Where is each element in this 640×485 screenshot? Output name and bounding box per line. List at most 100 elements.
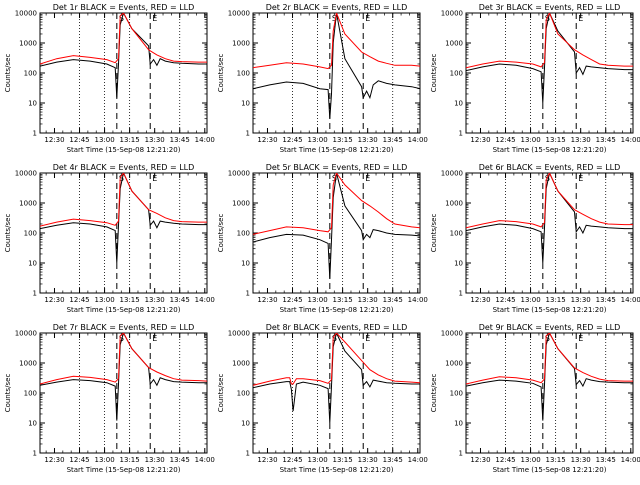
- x-tick-label: 13:00: [307, 136, 327, 144]
- y-tick-label: 10: [28, 260, 37, 268]
- x-tick-label: 12:30: [470, 136, 490, 144]
- x-tick-label: 13:00: [520, 136, 540, 144]
- x-tick-label: 12:45: [69, 456, 89, 464]
- y-tick-label: 1000: [232, 200, 250, 208]
- y-tick-label: 10000: [441, 10, 463, 18]
- series-line-events: [40, 333, 207, 421]
- panel-title: Det 5r BLACK = Events, RED = LLD: [266, 163, 408, 172]
- panel-det-4: Det 4r BLACK = Events, RED = LLD Counts/s…: [4, 163, 215, 314]
- x-axis-label: Start Time (15-Sep-08 12:21:20): [67, 466, 181, 474]
- y-tick-label: 10: [241, 420, 250, 428]
- y-tick-label: 1: [246, 290, 250, 298]
- x-axis-label: Start Time (15-Sep-08 12:21:20): [67, 306, 181, 314]
- x-tick-label: 14:00: [195, 456, 215, 464]
- y-axis-label: Counts/sec: [217, 374, 225, 413]
- x-tick-label: 13:30: [358, 136, 378, 144]
- plot-frame: [252, 12, 421, 134]
- y-tick-label: 10: [28, 420, 37, 428]
- marker-label-S: S: [332, 334, 337, 343]
- y-tick-label: 100: [24, 70, 37, 78]
- panel-det-3: Det 3r BLACK = Events, RED = LLD Counts/s…: [430, 3, 640, 154]
- x-tick-label: 13:45: [170, 456, 190, 464]
- panel-title: Det 1r BLACK = Events, RED = LLD: [53, 3, 195, 12]
- x-tick-label: 13:15: [120, 136, 140, 144]
- panel-det-8: Det 8r BLACK = Events, RED = LLD Counts/s…: [217, 323, 428, 474]
- y-tick-label: 1000: [232, 360, 250, 368]
- x-tick-label: 13:15: [333, 296, 353, 304]
- series-line-lld: [466, 173, 633, 229]
- series-line-events: [466, 13, 633, 104]
- panel-det-9: Det 9r BLACK = Events, RED = LLD Counts/s…: [430, 323, 640, 474]
- y-tick-label: 1: [246, 450, 250, 458]
- y-tick-label: 100: [450, 70, 463, 78]
- x-tick-label: 12:45: [69, 136, 89, 144]
- marker-label-S: S: [119, 14, 124, 23]
- marker-label-S: S: [119, 334, 124, 343]
- series-line-lld: [40, 173, 207, 227]
- x-tick-label: 13:00: [94, 456, 114, 464]
- x-tick-label: 14:00: [621, 456, 640, 464]
- plot-frame: [465, 332, 634, 454]
- series-line-events: [40, 173, 207, 264]
- y-axis-label: Counts/sec: [430, 54, 438, 93]
- x-tick-label: 13:45: [383, 136, 403, 144]
- marker-label-E: E: [365, 174, 370, 183]
- y-tick-label: 10000: [228, 170, 250, 178]
- y-tick-label: 1000: [232, 40, 250, 48]
- panel-title: Det 2r BLACK = Events, RED = LLD: [266, 3, 408, 12]
- x-tick-label: 13:15: [546, 456, 566, 464]
- x-tick-label: 13:30: [571, 296, 591, 304]
- x-tick-label: 13:30: [145, 136, 165, 144]
- y-tick-label: 10000: [441, 330, 463, 338]
- series-line-events: [40, 13, 207, 98]
- x-tick-label: 12:30: [470, 296, 490, 304]
- panel-det-7: Det 7r BLACK = Events, RED = LLD Counts/s…: [4, 323, 215, 474]
- x-tick-label: 14:00: [621, 296, 640, 304]
- x-tick-label: 13:45: [596, 456, 616, 464]
- y-tick-label: 1: [246, 130, 250, 138]
- y-tick-label: 100: [450, 230, 463, 238]
- x-tick-label: 13:45: [170, 136, 190, 144]
- y-tick-label: 10000: [15, 10, 37, 18]
- x-tick-label: 13:45: [170, 296, 190, 304]
- series-line-events: [253, 333, 420, 424]
- panel-det-6: Det 6r BLACK = Events, RED = LLD Counts/s…: [430, 163, 640, 314]
- x-tick-label: 12:30: [470, 456, 490, 464]
- x-tick-label: 13:15: [333, 456, 353, 464]
- x-axis-label: Start Time (15-Sep-08 12:21:20): [493, 466, 607, 474]
- plot-frame: [252, 332, 421, 454]
- marker-label-S: S: [119, 174, 124, 183]
- series-line-events: [466, 173, 633, 264]
- y-tick-label: 100: [24, 390, 37, 398]
- x-tick-label: 13:15: [120, 456, 140, 464]
- x-tick-label: 14:00: [408, 136, 428, 144]
- y-axis-label: Counts/sec: [430, 214, 438, 253]
- x-tick-label: 13:30: [145, 456, 165, 464]
- x-tick-label: 12:30: [44, 456, 64, 464]
- x-tick-label: 12:30: [44, 296, 64, 304]
- y-tick-label: 10: [454, 100, 463, 108]
- panel-title: Det 8r BLACK = Events, RED = LLD: [266, 323, 408, 332]
- x-axis-label: Start Time (15-Sep-08 12:21:20): [280, 466, 394, 474]
- x-tick-label: 12:45: [495, 296, 515, 304]
- x-tick-label: 14:00: [195, 296, 215, 304]
- y-tick-label: 100: [450, 390, 463, 398]
- y-tick-label: 1000: [445, 200, 463, 208]
- x-tick-label: 13:30: [571, 136, 591, 144]
- marker-label-S: S: [545, 334, 550, 343]
- x-tick-label: 13:00: [307, 296, 327, 304]
- y-tick-label: 100: [237, 230, 250, 238]
- x-tick-label: 13:45: [383, 456, 403, 464]
- y-tick-label: 1000: [445, 360, 463, 368]
- plot-frame: [39, 12, 208, 134]
- y-tick-label: 100: [24, 230, 37, 238]
- y-tick-label: 10: [454, 260, 463, 268]
- marker-label-E: E: [152, 174, 157, 183]
- y-tick-label: 10000: [15, 330, 37, 338]
- y-tick-label: 1000: [19, 360, 37, 368]
- panel-det-5: Det 5r BLACK = Events, RED = LLD Counts/s…: [217, 163, 428, 314]
- x-axis-label: Start Time (15-Sep-08 12:21:20): [67, 146, 181, 154]
- series-line-lld: [466, 13, 633, 69]
- panel-title: Det 4r BLACK = Events, RED = LLD: [53, 163, 195, 172]
